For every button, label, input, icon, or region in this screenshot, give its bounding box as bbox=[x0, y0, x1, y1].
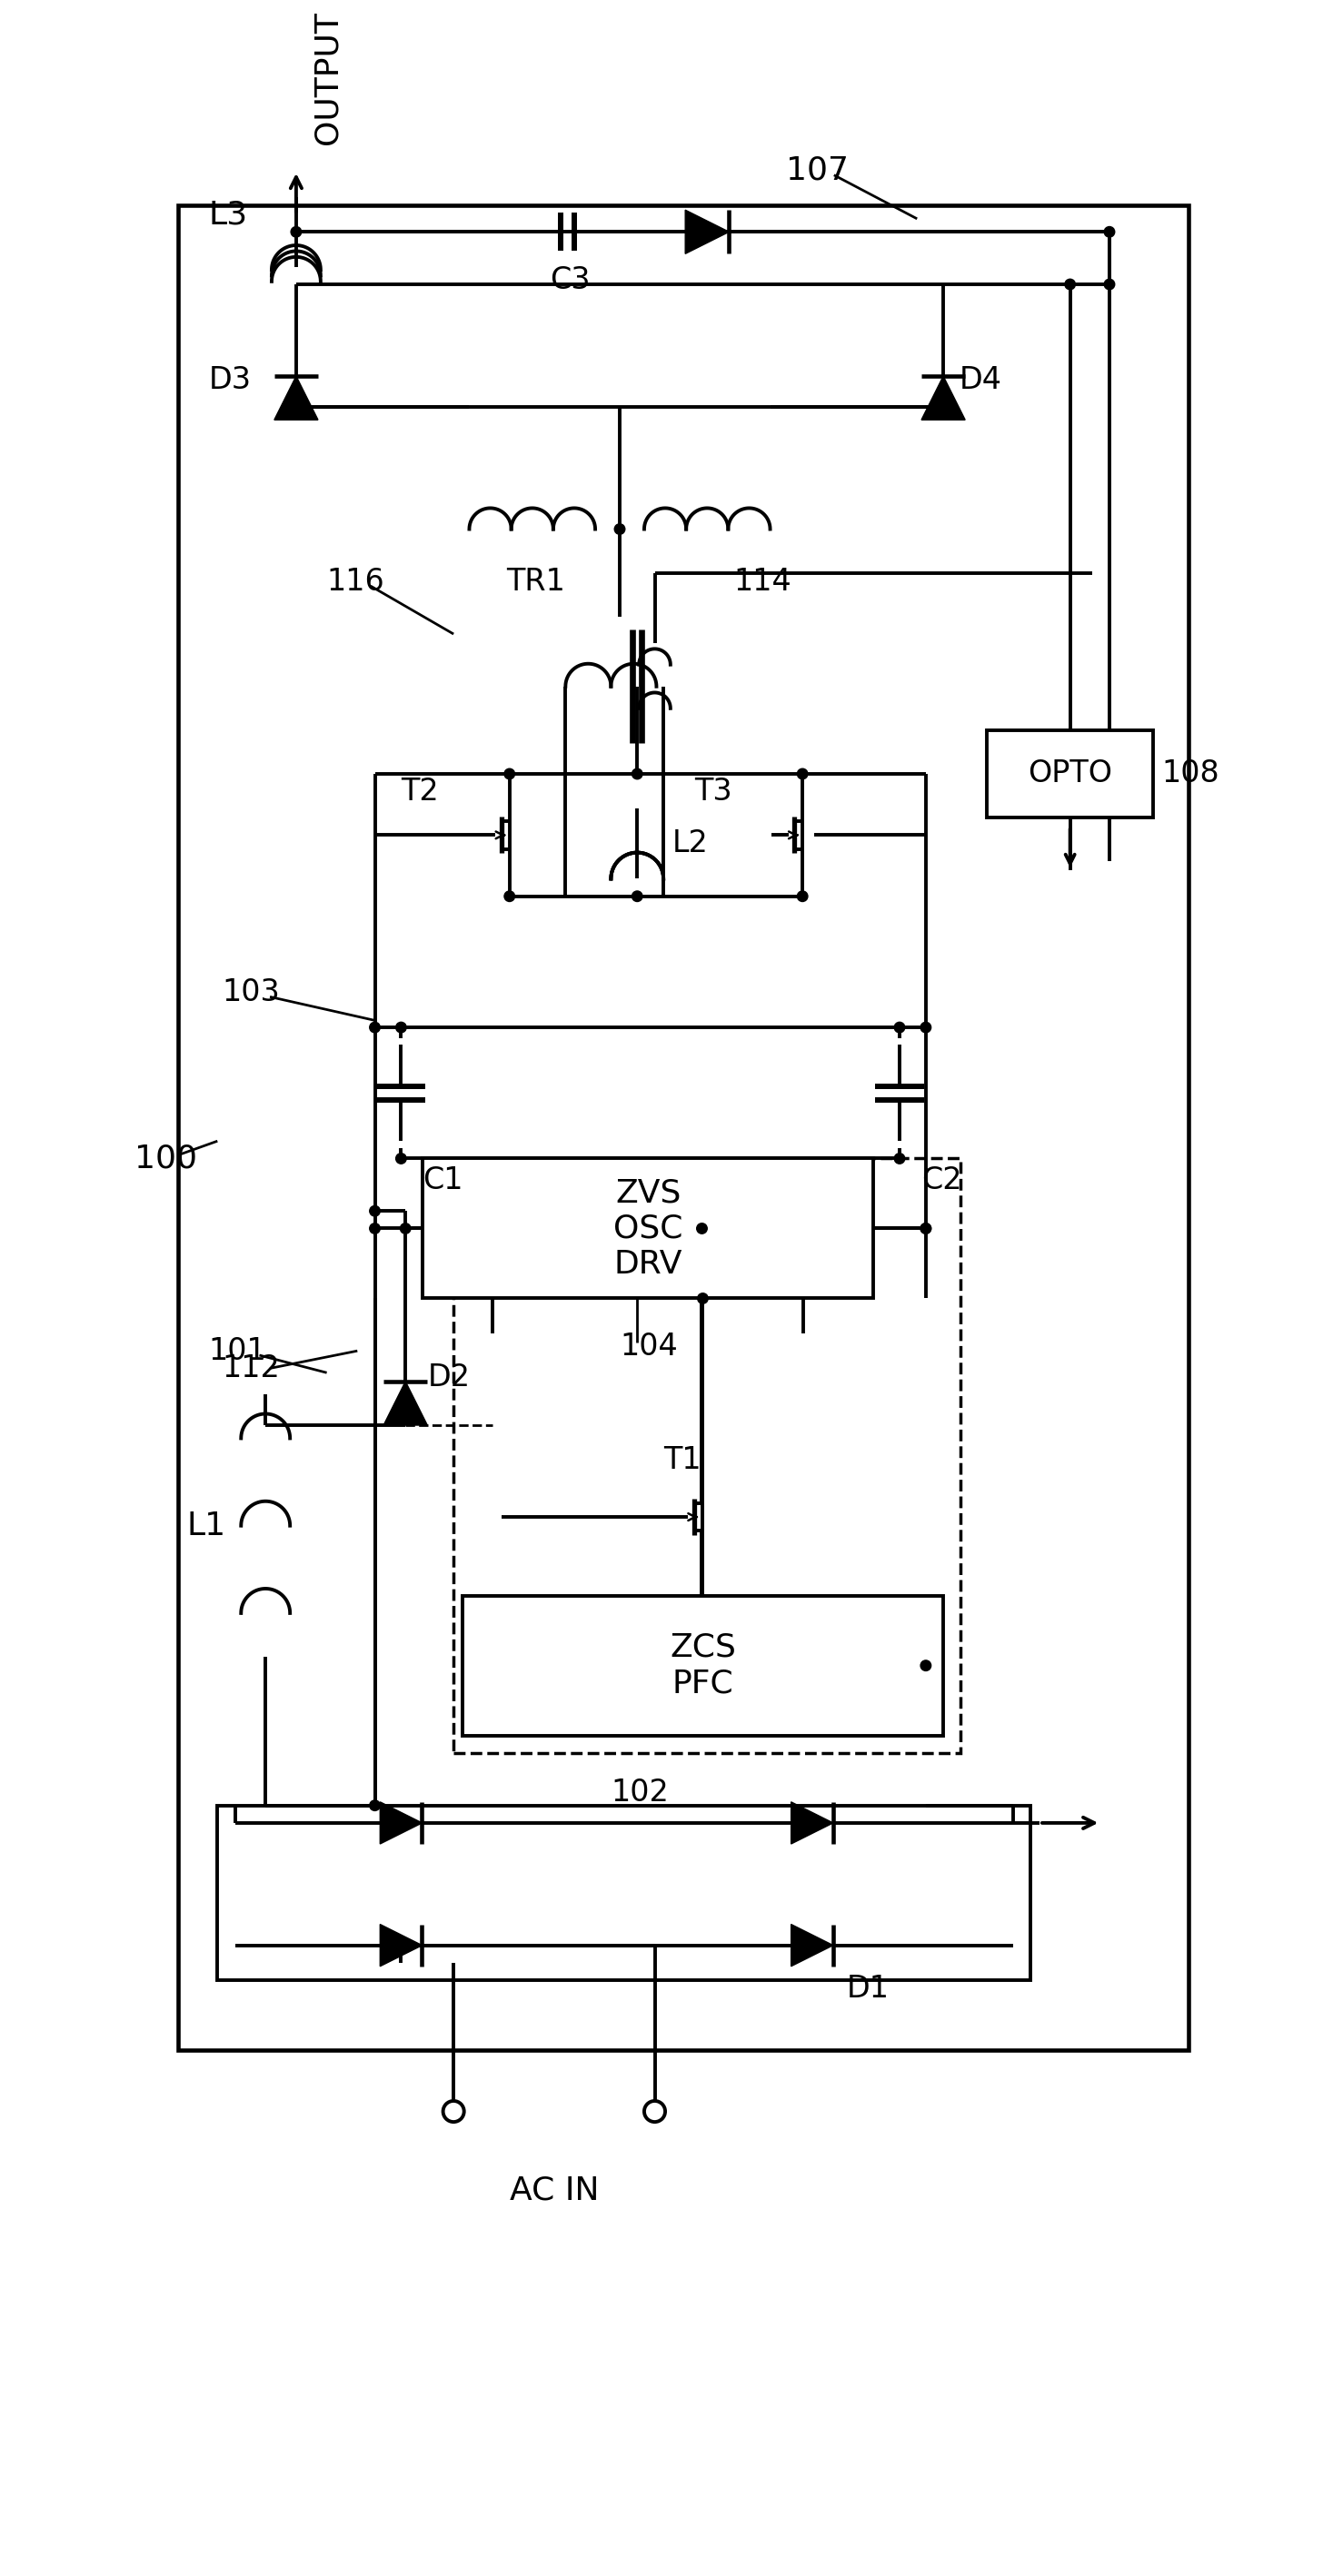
Text: D1: D1 bbox=[846, 1973, 890, 2004]
Text: D3: D3 bbox=[209, 366, 252, 397]
Circle shape bbox=[894, 1154, 905, 1164]
Bar bbox=[453, 1159, 961, 1754]
Bar bbox=[179, 206, 1188, 2050]
Text: OPTO: OPTO bbox=[1028, 760, 1112, 788]
Polygon shape bbox=[380, 1924, 423, 1965]
Text: 107: 107 bbox=[786, 155, 849, 185]
Circle shape bbox=[369, 1801, 380, 1811]
Circle shape bbox=[797, 768, 808, 778]
Circle shape bbox=[921, 1662, 930, 1672]
Polygon shape bbox=[790, 1803, 833, 1844]
Bar bbox=[217, 1806, 1030, 1981]
Circle shape bbox=[369, 1206, 380, 1216]
Text: D4: D4 bbox=[958, 366, 1001, 397]
Text: 114: 114 bbox=[733, 567, 792, 598]
Circle shape bbox=[1065, 278, 1076, 289]
Text: C2: C2 bbox=[921, 1164, 962, 1195]
Bar bbox=[463, 1595, 944, 1736]
Circle shape bbox=[921, 1224, 930, 1234]
Text: 104: 104 bbox=[620, 1332, 677, 1363]
Bar bbox=[986, 729, 1153, 817]
Text: 116: 116 bbox=[327, 567, 385, 598]
Text: 108: 108 bbox=[1162, 760, 1220, 788]
Text: ZCS
PFC: ZCS PFC bbox=[669, 1633, 736, 1700]
Circle shape bbox=[369, 1224, 380, 1234]
Text: T3: T3 bbox=[694, 775, 732, 806]
Circle shape bbox=[504, 891, 515, 902]
Polygon shape bbox=[380, 1803, 423, 1844]
Text: OUTPUT: OUTPUT bbox=[312, 10, 343, 144]
Text: T1: T1 bbox=[664, 1445, 701, 1476]
Circle shape bbox=[921, 1224, 930, 1234]
Circle shape bbox=[921, 1023, 930, 1033]
Circle shape bbox=[615, 523, 625, 533]
Circle shape bbox=[644, 2102, 665, 2123]
Text: 112: 112 bbox=[221, 1352, 280, 1383]
Circle shape bbox=[369, 1023, 380, 1033]
Text: 102: 102 bbox=[611, 1777, 669, 1808]
Circle shape bbox=[396, 1154, 407, 1164]
Text: 103: 103 bbox=[221, 976, 280, 1007]
Text: C1: C1 bbox=[423, 1164, 464, 1195]
Text: ZVS
OSC
DRV: ZVS OSC DRV bbox=[613, 1177, 682, 1280]
Text: L2: L2 bbox=[672, 829, 708, 858]
Circle shape bbox=[697, 1293, 708, 1303]
Text: T2: T2 bbox=[401, 775, 439, 806]
Text: C3: C3 bbox=[549, 265, 591, 294]
Circle shape bbox=[697, 1224, 708, 1234]
Circle shape bbox=[1104, 227, 1114, 237]
Circle shape bbox=[894, 1023, 905, 1033]
Text: 101: 101 bbox=[209, 1337, 267, 1365]
Circle shape bbox=[443, 2102, 464, 2123]
Circle shape bbox=[400, 1224, 411, 1234]
Polygon shape bbox=[275, 376, 319, 420]
Circle shape bbox=[632, 768, 643, 778]
Circle shape bbox=[396, 1023, 407, 1033]
Circle shape bbox=[291, 402, 301, 412]
Text: L1: L1 bbox=[187, 1510, 227, 1540]
Text: D2: D2 bbox=[428, 1363, 471, 1391]
Polygon shape bbox=[790, 1924, 833, 1965]
Circle shape bbox=[797, 891, 808, 902]
Text: 100: 100 bbox=[135, 1144, 197, 1175]
Circle shape bbox=[291, 227, 301, 237]
Text: AC IN: AC IN bbox=[509, 2174, 599, 2205]
Bar bbox=[423, 1159, 873, 1298]
Circle shape bbox=[1104, 278, 1114, 289]
Circle shape bbox=[504, 768, 515, 778]
Polygon shape bbox=[384, 1381, 428, 1425]
Text: TR1: TR1 bbox=[507, 567, 565, 598]
Polygon shape bbox=[685, 211, 729, 252]
Circle shape bbox=[632, 891, 643, 902]
Polygon shape bbox=[921, 376, 965, 420]
Text: L3: L3 bbox=[209, 198, 248, 229]
